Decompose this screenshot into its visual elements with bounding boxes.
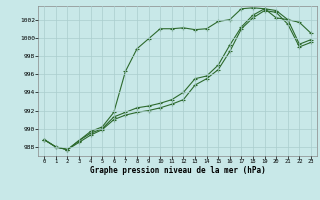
X-axis label: Graphe pression niveau de la mer (hPa): Graphe pression niveau de la mer (hPa) [90, 166, 266, 175]
